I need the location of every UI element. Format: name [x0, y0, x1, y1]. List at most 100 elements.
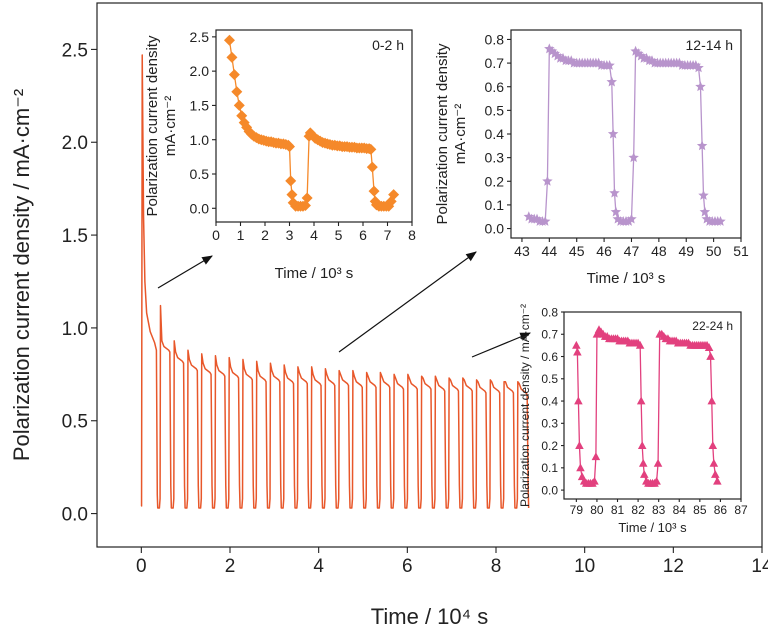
main-xtick-label: 0 — [136, 556, 147, 577]
main-ytick-label: 0.5 — [62, 412, 88, 433]
inset-12-14h-xtick-label: 51 — [733, 243, 749, 259]
inset-22-24h-point — [709, 458, 719, 467]
inset-0-2h-xtick-label: 5 — [335, 227, 343, 243]
inset-12-14h-point — [542, 175, 553, 186]
inset-0-2h-xtick-label: 1 — [237, 227, 245, 243]
inset-22-24h-xtick-label: 85 — [693, 503, 707, 517]
inset-12-14h-ytick-label: 0.3 — [485, 150, 505, 166]
inset-12-14h-point — [693, 62, 704, 73]
inset-12-14h-point — [540, 215, 551, 226]
inset-12-14h-ytick-label: 0.6 — [485, 79, 505, 95]
inset-22-24h-xtick-label: 87 — [734, 503, 748, 517]
inset-22-24h-point — [652, 476, 661, 485]
inset-22-24h-xlabel: Time / 10³ s — [618, 520, 687, 535]
inset-0-2h-point — [368, 185, 380, 197]
inset-12-14h-xtick-label: 50 — [706, 243, 722, 259]
inset-0-2h-label: 0-2 h — [372, 37, 404, 53]
main-ytick-label: 1.5 — [62, 226, 88, 247]
inset-22-24h: 79 80 81 82 83 84 85 86 87 0.0 0.1 0.2 0.3 0.4 0.5 0.6 0… — [518, 304, 748, 535]
inset-22-24h-ytick-label: 0.4 — [541, 394, 558, 408]
inset-12-14h-xtick-label: 43 — [514, 243, 530, 259]
inset-12-14h-label: 12-14 h — [686, 37, 733, 53]
inset-22-24h-point — [590, 476, 599, 485]
inset-22-24h-point — [639, 470, 649, 478]
main-xtick-label: 6 — [402, 556, 413, 577]
inset-0-2h-point — [365, 143, 377, 155]
inset-0-2h-point — [299, 200, 311, 212]
inset-22-24h-point — [638, 458, 648, 467]
inset-22-24h-point — [706, 352, 715, 360]
inset-12-14h-point — [628, 152, 639, 163]
inset-0-2h-point — [284, 141, 295, 153]
inset-0-2h-point — [286, 189, 298, 201]
inset-22-24h-ytick-label: 0.7 — [541, 328, 558, 342]
main-xtick-label: 2 — [225, 556, 236, 577]
inset-arrow-1 — [157, 255, 213, 289]
inset-22-24h-point — [591, 452, 601, 461]
inset-22-24h-point — [574, 396, 583, 405]
inset-12-14h-point — [695, 81, 706, 92]
inset-22-24h-point — [635, 340, 645, 349]
inset-arrow-3 — [471, 332, 531, 358]
inset-12-14h-xtick-label: 48 — [651, 243, 667, 259]
inset-12-14h-point — [606, 76, 617, 87]
inset-0-2h-xtick-label: 2 — [261, 227, 269, 243]
inset-0-2h-point — [223, 34, 235, 46]
inset-12-14h-point — [609, 187, 620, 198]
inset-12-14h-xtick-label: 44 — [542, 243, 558, 259]
inset-22-24h-point — [636, 396, 646, 405]
inset-22-24h-xtick-label: 84 — [673, 503, 687, 517]
inset-12-14h-ytick-label: 0.4 — [485, 126, 505, 142]
inset-22-24h-xtick-label: 83 — [652, 503, 666, 517]
inset-22-24h-ytick-label: 0.5 — [541, 372, 558, 386]
inset-arrows — [157, 251, 531, 358]
inset-0-2h-xtick-label: 0 — [212, 227, 220, 243]
inset-12-14h-point — [604, 59, 615, 70]
inset-12-14h-point — [715, 215, 726, 226]
main-ytick-label: 2.5 — [62, 40, 88, 61]
inset-12-14h-ylabel-unit: mA·cm⁻² — [452, 104, 469, 164]
inset-22-24h-point — [575, 441, 584, 449]
inset-22-24h-point — [637, 441, 647, 449]
inset-12-14h-point — [626, 213, 637, 224]
inset-0-2h: 0 1 2 3 4 5 6 7 8 0.0 0.5 1.0 1.5 2.0 2.5 0-2 h Time / 1… — [144, 29, 416, 282]
inset-22-24h-point — [704, 343, 714, 351]
inset-0-2h-point — [233, 99, 245, 111]
inset-22-24h-xtick-label: 80 — [590, 503, 604, 517]
inset-22-24h-point — [713, 476, 722, 485]
inset-22-24h-xtick-label: 82 — [631, 503, 645, 517]
inset-0-2h-xlabel: Time / 10³ s — [275, 265, 354, 282]
inset-0-2h-ytick-label: 0.0 — [190, 200, 210, 216]
inset-22-24h-point — [653, 458, 663, 467]
main-series-line — [140, 54, 530, 509]
inset-0-2h-ytick-label: 2.5 — [190, 29, 210, 45]
main-xtick-label: 10 — [574, 556, 595, 577]
inset-22-24h-xtick-label: 86 — [714, 503, 728, 517]
inset-22-24h-ytick-label: 0.1 — [541, 461, 558, 475]
inset-0-2h-xtick-label: 8 — [408, 227, 416, 243]
inset-12-14h-ylabel: Polarization current density — [434, 43, 451, 224]
inset-12-14h-point — [699, 206, 711, 217]
inset-0-2h-point — [366, 161, 378, 173]
main-ytick-label: 2.0 — [62, 133, 88, 154]
inset-0-2h-ytick-label: 0.5 — [190, 166, 210, 182]
inset-22-24h-point — [592, 329, 602, 338]
inset-22-24h-xtick-label: 79 — [570, 503, 584, 517]
inset-12-14h-ytick-label: 0.7 — [485, 55, 505, 71]
inset-12-14h: 43 44 45 46 47 48 49 50 51 0.0 0.1 0.2 0.3 0.4 0.5 0.6 0… — [434, 29, 749, 287]
inset-22-24h-point — [707, 396, 717, 405]
inset-0-2h-ytick-label: 1.0 — [190, 132, 210, 148]
inset-22-24h-ylabel: Polarization current density / mA·cm⁻² — [518, 304, 532, 507]
main-ytick-label: 1.0 — [62, 319, 88, 340]
inset-22-24h-label: 22-24 h — [692, 319, 733, 333]
main-xtick-label: 8 — [491, 556, 502, 577]
inset-22-24h-ytick-label: 0.3 — [541, 417, 558, 431]
inset-12-14h-ytick-label: 0.2 — [485, 173, 505, 189]
inset-0-2h-point — [285, 175, 297, 187]
inset-12-14h-xtick-label: 45 — [569, 243, 585, 259]
inset-0-2h-point — [226, 51, 238, 63]
inset-22-24h-ytick-label: 0.8 — [541, 305, 558, 319]
main-xlabel: Time / 10⁴ s — [371, 604, 488, 629]
inset-22-24h-ytick-label: 0.0 — [541, 483, 558, 497]
inset-22-24h-ytick-label: 0.6 — [541, 350, 558, 364]
